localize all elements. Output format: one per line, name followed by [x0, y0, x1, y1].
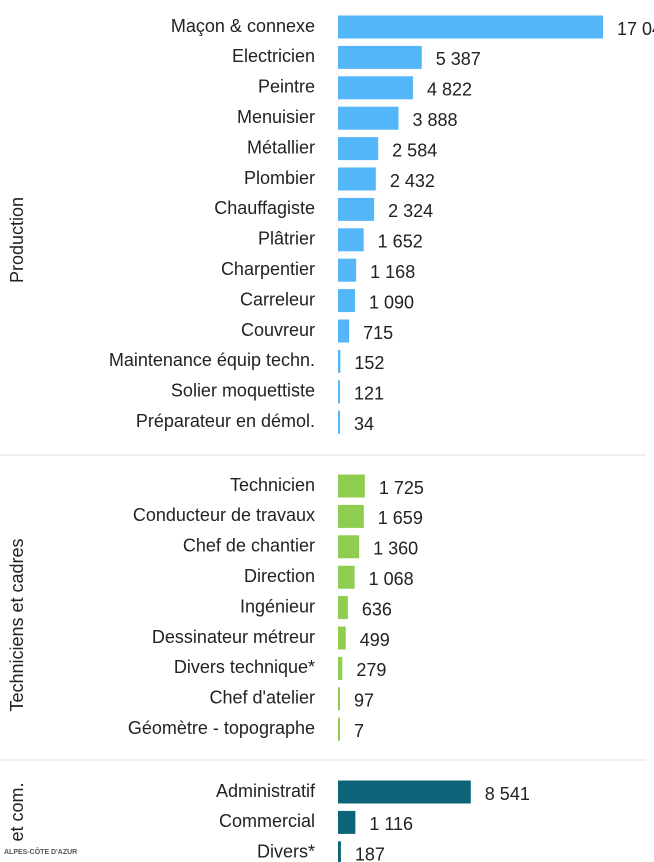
- value-label: 1 116: [369, 814, 413, 834]
- value-label: 152: [354, 353, 384, 373]
- bar: [338, 167, 376, 191]
- category-label: Dessinateur métreur: [152, 627, 315, 647]
- category-label: Chauffagiste: [214, 198, 315, 218]
- group-label: et com.: [7, 782, 27, 841]
- bar: [338, 410, 340, 434]
- value-label: 1 659: [378, 508, 423, 528]
- category-label: Electricien: [232, 46, 315, 66]
- category-label: Peintre: [258, 77, 315, 97]
- category-label: Ingénieur: [240, 596, 315, 616]
- value-label: 279: [356, 660, 386, 680]
- bar: [338, 349, 341, 373]
- category-label: Maçon & connexe: [171, 16, 315, 36]
- value-label: 1 360: [373, 539, 418, 559]
- category-label: Direction: [244, 566, 315, 586]
- bar: [338, 535, 360, 559]
- category-label: Conducteur de travaux: [133, 505, 315, 525]
- category-label: Préparateur en démol.: [136, 411, 315, 431]
- category-label: Maintenance équip techn.: [109, 350, 315, 370]
- value-label: 1 652: [378, 232, 423, 252]
- value-label: 7: [354, 721, 364, 741]
- category-label: Géomètre - topographe: [128, 718, 315, 738]
- category-label: Menuisier: [237, 107, 315, 127]
- value-label: 17 043: [617, 19, 654, 39]
- bar: [338, 810, 356, 834]
- value-label: 97: [354, 691, 374, 711]
- value-label: 4 822: [427, 80, 472, 100]
- bar: [338, 106, 399, 130]
- category-label: Charpentier: [221, 259, 315, 279]
- bar: [338, 76, 413, 100]
- bar: [338, 228, 364, 252]
- bar: [338, 380, 340, 404]
- bar: [338, 565, 355, 589]
- bar: [338, 656, 343, 680]
- value-label: 2 584: [392, 140, 437, 160]
- category-label: Administratif: [216, 781, 316, 801]
- category-label: Chef d'atelier: [210, 688, 316, 708]
- category-label: Divers technique*: [174, 657, 315, 677]
- value-label: 1 090: [369, 292, 414, 312]
- bar: [338, 258, 357, 282]
- bar: [338, 504, 364, 528]
- group-label: Production: [7, 197, 27, 283]
- category-label: Divers*: [257, 842, 315, 862]
- value-label: 1 725: [379, 478, 424, 498]
- value-label: 1 068: [369, 569, 414, 589]
- value-label: 8 541: [485, 784, 530, 804]
- bar: [338, 474, 365, 498]
- bar: [338, 197, 375, 221]
- category-label: Couvreur: [241, 320, 315, 340]
- bar: [338, 137, 379, 161]
- value-label: 2 324: [388, 201, 433, 221]
- category-label: Chef de chantier: [183, 536, 315, 556]
- value-label: 636: [362, 599, 392, 619]
- category-label: Carreleur: [240, 289, 315, 309]
- bar: [338, 841, 341, 862]
- value-label: 3 888: [412, 110, 457, 130]
- logo-text: ALPES-CÔTE D'AZUR: [4, 847, 77, 856]
- category-label: Technicien: [230, 475, 315, 495]
- value-label: 1 168: [370, 262, 415, 282]
- category-label: Commercial: [219, 811, 315, 831]
- value-label: 34: [354, 414, 374, 434]
- bar: [338, 319, 350, 343]
- value-label: 121: [354, 384, 384, 404]
- bar: [338, 15, 603, 39]
- bar: [338, 626, 346, 650]
- bar: [338, 780, 471, 804]
- value-label: 2 432: [390, 171, 435, 191]
- category-label: Métallier: [247, 137, 315, 157]
- bar: [338, 596, 348, 620]
- bar: [338, 289, 355, 313]
- value-label: 715: [363, 323, 393, 343]
- category-label: Plâtrier: [258, 229, 315, 249]
- category-label: Plombier: [244, 168, 315, 188]
- bar: [338, 687, 340, 711]
- value-label: 5 387: [436, 49, 481, 69]
- value-label: 499: [360, 630, 390, 650]
- value-label: 187: [355, 845, 385, 862]
- bar: [338, 717, 340, 741]
- category-label: Solier moquettiste: [171, 381, 315, 401]
- group-label: Techniciens et cadres: [7, 538, 27, 711]
- bar: [338, 45, 422, 69]
